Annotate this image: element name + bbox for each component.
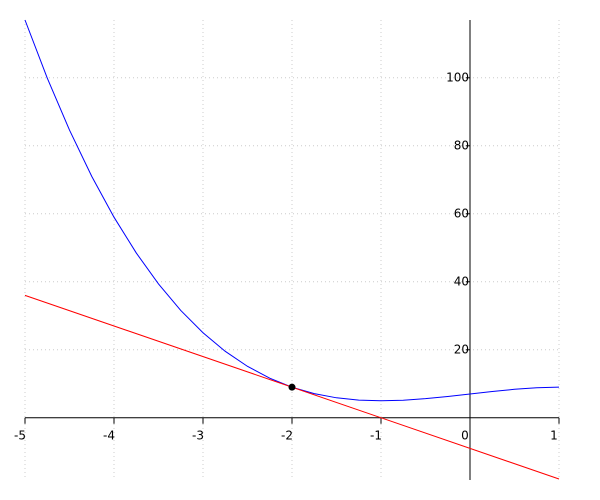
point xyxy=(288,383,296,391)
x-tick-label: -3 xyxy=(192,428,204,442)
curve xyxy=(24,19,560,402)
x-tick-label: -1 xyxy=(370,428,382,442)
x-tick-label: -4 xyxy=(103,428,115,442)
x-tick-label: 0 xyxy=(461,428,469,442)
y-tick-label: 40 xyxy=(454,274,469,288)
x-tick-label: -2 xyxy=(281,428,293,442)
y-tick-label: 80 xyxy=(454,138,469,152)
x-tick-label: -5 xyxy=(14,428,26,442)
y-tick-label: 20 xyxy=(454,342,469,356)
x-tick-label: 1 xyxy=(550,428,558,442)
y-tick-label: 100 xyxy=(446,70,469,84)
y-tick-label: 60 xyxy=(454,206,469,220)
